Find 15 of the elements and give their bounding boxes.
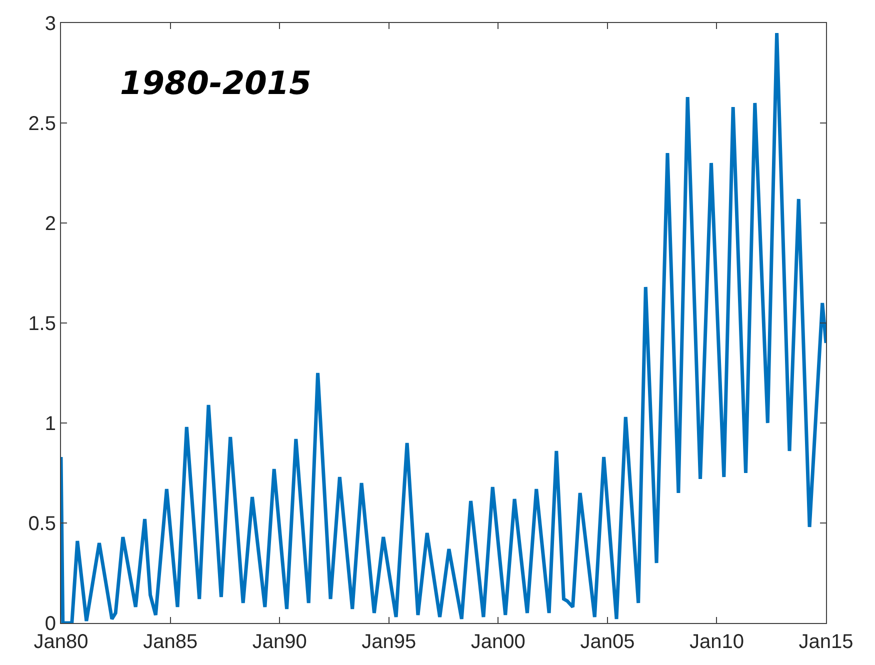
y-tick-label: 1.5 xyxy=(28,313,56,335)
line-series xyxy=(61,31,826,623)
y-tick-label: 3 xyxy=(44,13,56,35)
x-tick-label: Jan90 xyxy=(252,631,307,653)
x-tick-label: Jan05 xyxy=(580,631,635,653)
x-tick-label: Jan00 xyxy=(470,631,526,653)
y-tick-label: 1 xyxy=(44,413,56,435)
y-tick-label: 0.5 xyxy=(28,513,56,535)
y-tick-label: 2.5 xyxy=(28,113,56,135)
x-tick-label: Jan10 xyxy=(689,631,744,653)
annotation: 1980-2015 xyxy=(120,64,312,102)
y-tick-label: 2 xyxy=(44,213,56,235)
x-tick-label: Jan15 xyxy=(798,631,854,653)
x-tick-label: Jan95 xyxy=(362,631,416,653)
x-tick-label: Jan85 xyxy=(143,631,198,653)
